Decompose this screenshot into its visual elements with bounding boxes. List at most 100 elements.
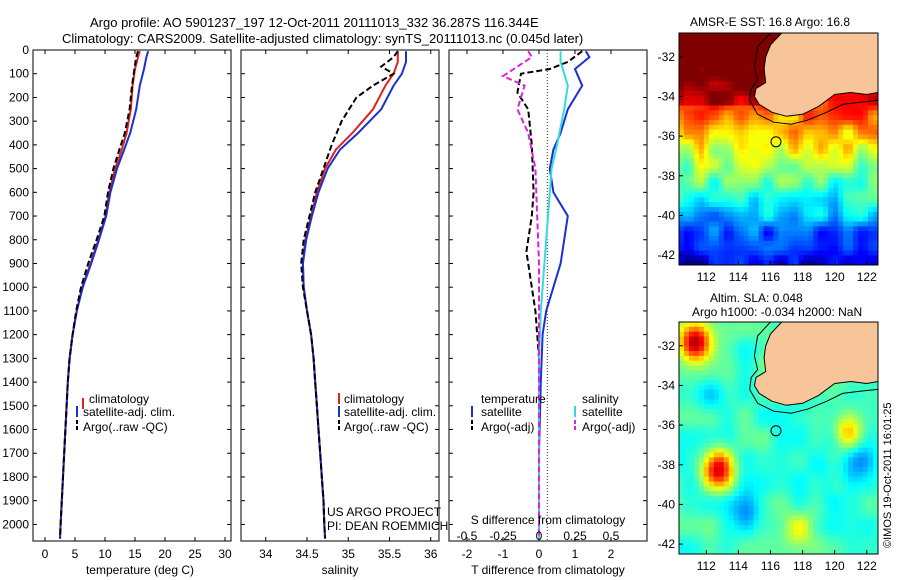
map-cell [718, 389, 725, 396]
map-cell [833, 418, 839, 425]
map-cell [688, 221, 695, 227]
map-cell [683, 389, 690, 396]
map-cell [808, 476, 814, 483]
map-cell [723, 134, 730, 140]
map-cell [858, 486, 864, 492]
map-cell [818, 409, 824, 415]
map-cell [863, 245, 869, 252]
map-cell [853, 158, 859, 165]
map-cell [683, 520, 690, 526]
map-cell [838, 115, 844, 121]
map-cell [768, 520, 775, 526]
map-cell [793, 149, 799, 155]
x-tick-label: 20 [158, 547, 172, 561]
map-y-tick-label: -40 [658, 497, 676, 511]
map-cell [738, 331, 745, 338]
map-cell [843, 115, 849, 121]
map-cell [743, 351, 750, 357]
map-cell [853, 467, 859, 473]
map-cell [803, 221, 809, 227]
map-cell [683, 207, 690, 213]
map-cell [723, 62, 730, 68]
map-cell [808, 447, 814, 454]
map-cell [818, 129, 824, 136]
map-cell [718, 105, 725, 111]
map-cell [828, 120, 834, 126]
map-cell [758, 433, 765, 439]
map-cell [728, 433, 735, 439]
map-cell [688, 95, 695, 102]
sst-map-shelf-contour [749, 33, 878, 125]
map-cell [683, 428, 690, 434]
map-cell [768, 409, 775, 415]
map-cell [738, 124, 745, 131]
map-cell [793, 153, 799, 160]
map-cell [763, 129, 770, 136]
map-cell [698, 423, 705, 429]
map-cell [743, 370, 750, 376]
map-cell [683, 471, 690, 478]
map-y-tick-label: -34 [658, 378, 676, 392]
map-cell [818, 539, 824, 545]
map-cell [748, 158, 755, 165]
map-cell [738, 91, 745, 97]
map-cell [813, 236, 819, 242]
map-cell [778, 163, 785, 169]
map-cell [793, 168, 799, 174]
map-cell [848, 129, 854, 136]
map-cell [853, 394, 859, 400]
map-cell [813, 202, 819, 208]
map-cell [703, 91, 710, 97]
map-cell [693, 124, 700, 131]
map-cell [753, 173, 760, 179]
map-cell [863, 515, 869, 521]
map-cell [853, 197, 859, 203]
map-cell [693, 355, 700, 362]
map-cell [718, 149, 725, 155]
map-cell [698, 95, 705, 102]
map-cell [723, 515, 730, 521]
map-cell [738, 231, 745, 237]
map-cell [703, 250, 710, 256]
map-cell [758, 110, 765, 116]
map-cell [713, 529, 720, 536]
map-cell [823, 505, 829, 512]
map-cell [748, 57, 755, 63]
map-cell [703, 163, 710, 169]
map-cell [703, 515, 710, 521]
map-cell [783, 129, 790, 136]
map-cell [683, 529, 690, 536]
map-cell [803, 505, 809, 512]
map-cell [753, 57, 760, 63]
legend-label-satellite: satellite-adj. clim. [83, 405, 175, 419]
map-cell [828, 399, 834, 405]
map-cell [763, 37, 770, 44]
map-cell [808, 529, 814, 536]
map-cell [688, 163, 695, 169]
map-cell [858, 110, 864, 116]
map-cell [768, 173, 775, 179]
map-cell [683, 202, 690, 208]
map-cell [693, 457, 700, 463]
map-cell [813, 173, 819, 179]
map-cell [693, 346, 700, 352]
map-cell [693, 57, 700, 63]
map-cell [788, 260, 795, 265]
map-cell [738, 47, 745, 53]
map-cell [763, 409, 770, 415]
map-cell [708, 399, 715, 405]
map-cell [863, 442, 869, 449]
map-cell [688, 351, 695, 357]
map-cell [703, 355, 710, 362]
map-cell [823, 192, 829, 198]
map-cell [758, 529, 765, 536]
map-cell [703, 42, 710, 49]
map-cell [683, 360, 690, 367]
map-cell [828, 428, 834, 434]
map-cell [698, 404, 705, 410]
map-cell [788, 418, 795, 425]
map-cell [873, 255, 878, 261]
map-cell [773, 149, 780, 155]
map-cell [768, 433, 775, 439]
map-cell [858, 510, 864, 516]
